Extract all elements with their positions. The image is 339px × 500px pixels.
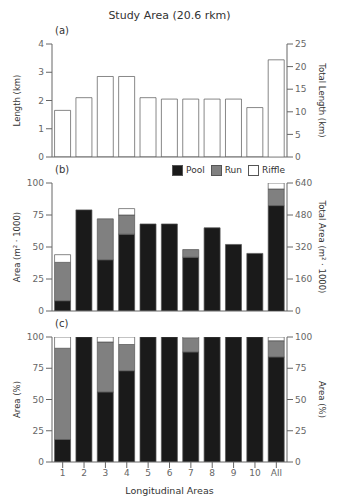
svg-text:75: 75: [33, 210, 44, 220]
svg-text:Length (km): Length (km): [12, 75, 22, 127]
html-text:(c): (c): [55, 318, 69, 329]
html-text:Run: Run: [224, 165, 242, 175]
svg-text:640: 640: [295, 178, 312, 188]
svg-text:7: 7: [188, 468, 194, 478]
svg-text:4: 4: [38, 39, 44, 49]
svg-text:Total Length (km): Total Length (km): [317, 62, 327, 137]
svg-text:0: 0: [295, 457, 301, 467]
svg-text:480: 480: [295, 210, 312, 220]
svg-text:100: 100: [295, 332, 312, 342]
svg-text:25: 25: [33, 274, 44, 284]
svg-text:160: 160: [295, 274, 312, 284]
html-text:Pool: Pool: [186, 165, 205, 175]
svg-text:3: 3: [103, 468, 109, 478]
svg-text:3: 3: [38, 67, 44, 77]
html-text:(b): (b): [55, 164, 70, 175]
svg-text:8: 8: [209, 468, 215, 478]
svg-text:320: 320: [295, 242, 312, 252]
svg-text:50: 50: [295, 395, 307, 405]
svg-text:10: 10: [295, 107, 307, 117]
svg-text:0: 0: [38, 152, 44, 162]
svg-text:1: 1: [60, 468, 66, 478]
svg-text:25: 25: [295, 39, 306, 49]
svg-text:0: 0: [295, 152, 301, 162]
svg-text:All: All: [271, 468, 282, 478]
svg-text:9: 9: [231, 468, 237, 478]
svg-text:2: 2: [38, 96, 44, 106]
svg-text:4: 4: [124, 468, 130, 478]
svg-text:1: 1: [38, 124, 44, 134]
svg-text:2: 2: [81, 468, 87, 478]
svg-text:5: 5: [145, 468, 151, 478]
svg-text:5: 5: [295, 130, 301, 140]
svg-text:Total Area (m² · 1000): Total Area (m² · 1000): [317, 200, 327, 294]
svg-text:Area (m² · 1000): Area (m² · 1000): [12, 212, 22, 282]
svg-text:10: 10: [249, 468, 261, 478]
svg-text:100: 100: [27, 332, 44, 342]
html-text:Riffle: Riffle: [262, 165, 285, 175]
svg-text:15: 15: [295, 84, 306, 94]
html-text:(a): (a): [55, 25, 69, 36]
svg-text:100: 100: [27, 178, 44, 188]
svg-text:75: 75: [295, 363, 306, 373]
svg-text:6: 6: [167, 468, 173, 478]
svg-text:0: 0: [38, 457, 44, 467]
svg-text:Longitudinal Areas: Longitudinal Areas: [125, 485, 213, 496]
svg-text:25: 25: [295, 426, 306, 436]
svg-text:75: 75: [33, 363, 44, 373]
svg-text:20: 20: [295, 62, 307, 72]
svg-text:50: 50: [33, 242, 45, 252]
svg-text:Area (%): Area (%): [317, 381, 327, 418]
svg-text:50: 50: [33, 395, 45, 405]
html-text:Study Area (20.6 rkm): Study Area (20.6 rkm): [108, 9, 231, 22]
svg-text:0: 0: [295, 306, 301, 316]
svg-text:Area (%): Area (%): [12, 381, 22, 418]
svg-text:0: 0: [38, 306, 44, 316]
svg-text:25: 25: [33, 426, 44, 436]
